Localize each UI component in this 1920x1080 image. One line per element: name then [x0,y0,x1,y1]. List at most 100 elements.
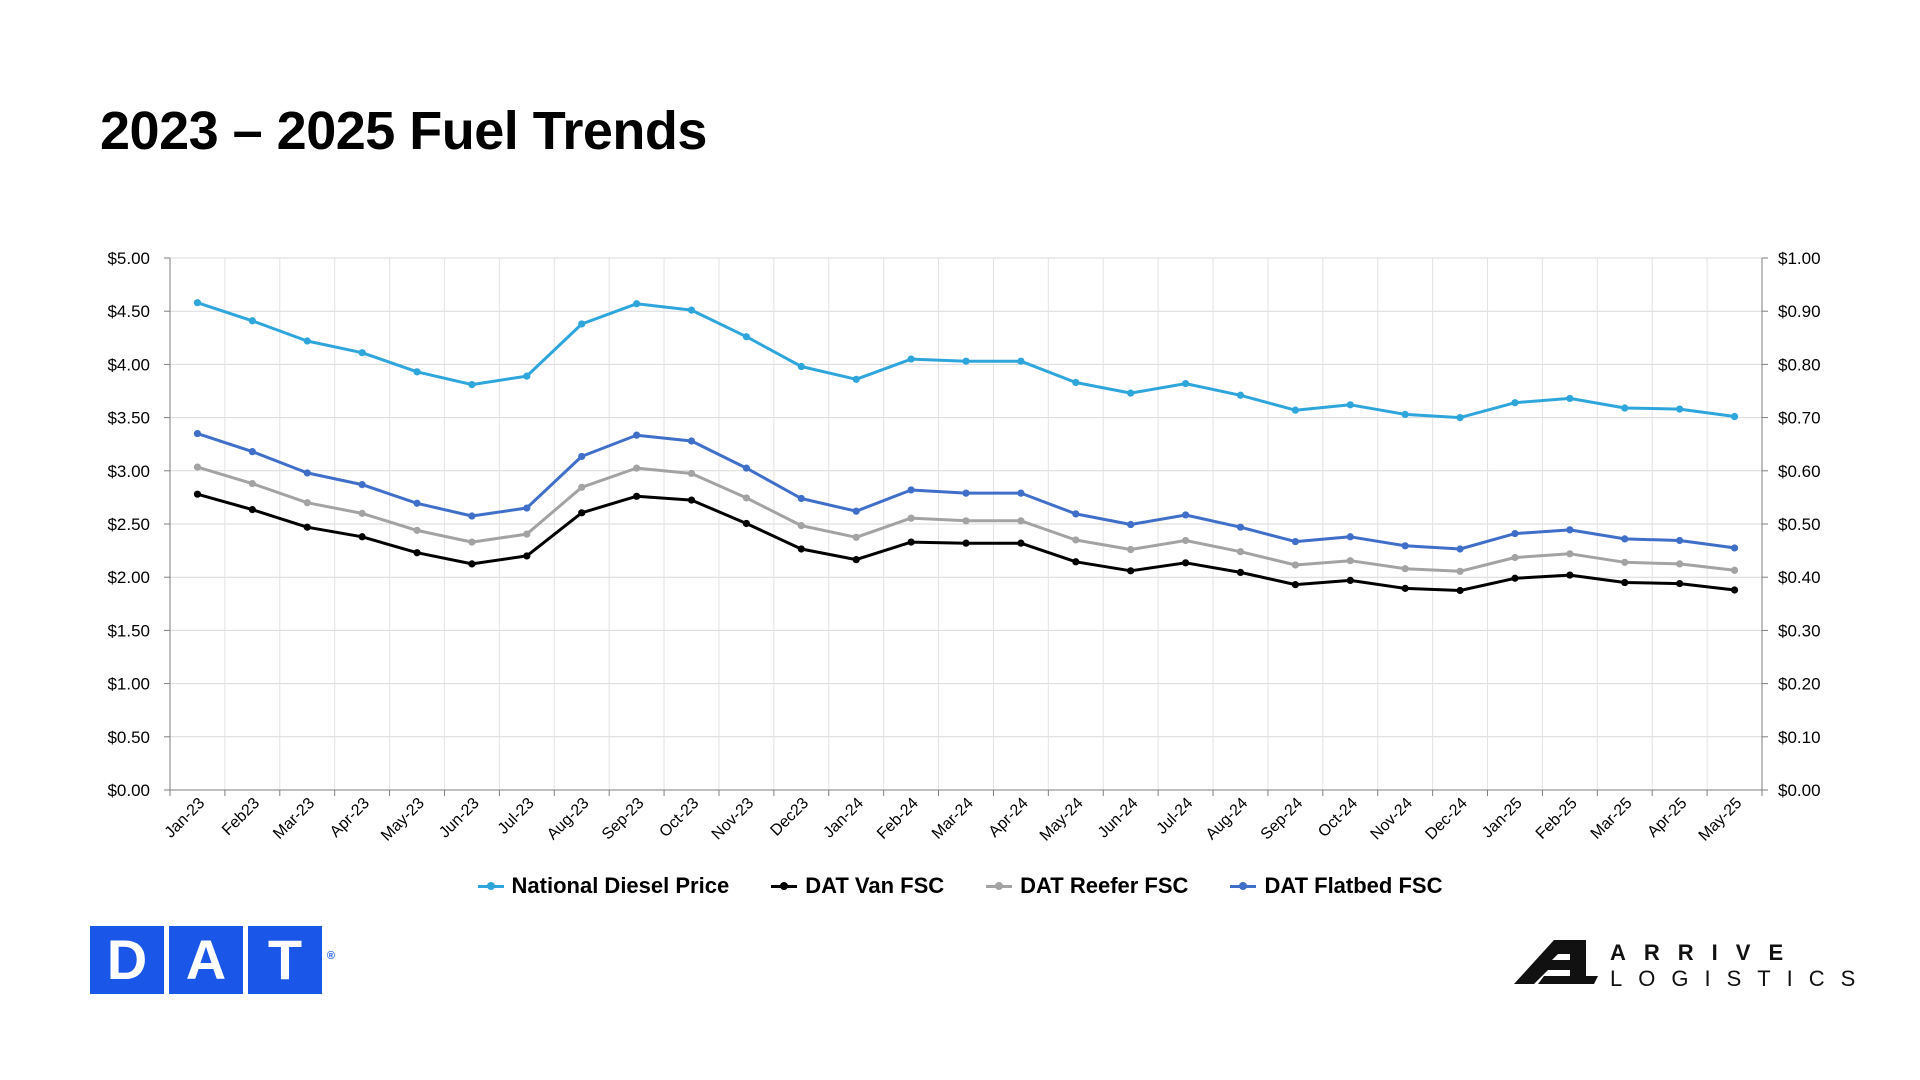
data-point-dat-reefer-fsc [1511,553,1519,562]
right-axis-tick-label: $0.90 [1778,302,1821,321]
data-point-dat-van-fsc [1072,558,1080,566]
data-point-dat-flatbed-fsc [1456,545,1464,553]
legend-swatch [771,881,798,890]
chart-title: 2023 – 2025 Fuel Trends [100,101,707,161]
data-point-dat-reefer-fsc [1181,536,1190,545]
data-point-dat-van-fsc [248,506,256,514]
data-point-dat-reefer-fsc [852,533,860,541]
data-point-dat-reefer-fsc [1401,565,1409,573]
data-point-dat-van-fsc [1291,581,1299,589]
data-point-dat-van-fsc [1127,567,1135,575]
x-axis-tick-label: Aug-23 [544,795,593,844]
x-axis-tick-label: Oct-24 [1315,795,1361,841]
x-axis-tick-label: Feb-25 [1533,795,1581,843]
data-point-dat-reefer-fsc [1072,536,1080,544]
data-point-national-diesel-price [358,349,366,357]
data-point-dat-flatbed-fsc [523,504,531,512]
legend-item: National Diesel Price [477,873,730,899]
data-point-dat-reefer-fsc [742,494,751,502]
left-axis-tick-label: $3.00 [107,462,150,481]
data-point-dat-van-fsc [687,496,696,504]
data-point-dat-flatbed-fsc [633,431,641,439]
data-point-national-diesel-price [633,300,641,308]
data-point-dat-flatbed-fsc [962,489,970,497]
x-axis-tick-label: Jul-23 [495,795,538,838]
data-point-dat-van-fsc [1181,559,1190,567]
data-point-national-diesel-price [1566,394,1574,403]
data-point-dat-reefer-fsc [1127,545,1135,554]
x-axis-tick-label: Nov-24 [1368,795,1417,844]
data-point-dat-van-fsc [358,533,366,541]
data-point-national-diesel-price [962,357,970,365]
x-axis-tick-label: Jun-24 [1095,795,1142,842]
data-point-dat-reefer-fsc [303,499,311,507]
dat-logo-letter: D [90,926,164,994]
x-axis-tick-label: Mar-24 [929,795,977,843]
data-point-dat-flatbed-fsc [1017,489,1025,497]
data-point-dat-flatbed-fsc [797,494,805,503]
data-point-dat-reefer-fsc [578,483,586,491]
data-point-dat-reefer-fsc [468,538,476,546]
x-axis-tick-label: Oct-23 [656,795,702,841]
data-point-dat-van-fsc [1621,578,1629,587]
left-axis-tick-label: $1.00 [107,675,150,694]
data-point-dat-van-fsc [907,538,915,546]
data-point-dat-reefer-fsc [1621,558,1629,566]
data-point-national-diesel-price [468,381,476,389]
data-point-dat-van-fsc [1346,576,1354,584]
data-point-national-diesel-price [523,372,531,380]
x-axis-tick-label: Mar-23 [270,795,318,843]
data-point-national-diesel-price [1730,412,1739,421]
right-axis-tick-label: $0.40 [1778,568,1821,587]
data-point-dat-reefer-fsc [1566,550,1574,558]
data-point-dat-van-fsc [1456,586,1464,595]
data-point-dat-van-fsc [633,492,641,500]
data-point-dat-flatbed-fsc [1236,523,1245,531]
data-point-dat-van-fsc [1236,568,1245,577]
left-axis-tick-label: $4.50 [107,302,150,321]
x-axis-tick-label: May-25 [1696,795,1746,845]
data-point-dat-van-fsc [1017,539,1025,547]
x-axis-tick-label: Apr-24 [986,795,1032,841]
legend-label: National Diesel Price [511,873,730,898]
data-point-dat-van-fsc [852,556,860,564]
right-axis-tick-label: $0.70 [1778,409,1821,428]
data-point-dat-reefer-fsc [413,526,421,534]
data-point-dat-reefer-fsc [1676,560,1684,568]
data-point-dat-flatbed-fsc [1181,511,1190,519]
left-axis-tick-label: $0.00 [107,781,150,800]
data-point-national-diesel-price [193,299,202,307]
data-point-dat-flatbed-fsc [1730,544,1739,552]
data-point-dat-flatbed-fsc [742,464,751,472]
x-axis-tick-label: Jul-24 [1154,795,1197,838]
legend-item: DAT Flatbed FSC [1230,873,1442,899]
data-point-dat-flatbed-fsc [1291,537,1299,546]
data-point-dat-reefer-fsc [1456,567,1464,575]
data-point-dat-reefer-fsc [1017,517,1025,525]
left-axis-tick-label: $2.00 [107,568,150,587]
data-point-dat-van-fsc [1676,579,1684,588]
data-point-dat-van-fsc [303,523,311,531]
data-point-dat-van-fsc [193,490,202,498]
fuel-trends-chart: $0.00 $0.50 $1.00 $1.50 $2.00 $2.50 $3.00 $3.50… [107,249,1821,845]
legend-item: DAT Reefer FSC [986,873,1188,899]
data-point-dat-van-fsc [742,519,751,528]
data-point-dat-flatbed-fsc [1401,542,1409,550]
data-point-dat-flatbed-fsc [1346,533,1354,541]
right-axis-tick-label: $1.00 [1778,249,1821,268]
data-point-national-diesel-price [742,333,751,341]
x-axis-tick-label: Jan-25 [1479,795,1526,842]
data-point-national-diesel-price [303,337,311,345]
data-point-national-diesel-price [1676,405,1684,413]
data-point-dat-reefer-fsc [358,509,366,517]
data-point-dat-reefer-fsc [1291,561,1299,569]
legend-swatch [1230,881,1257,890]
data-point-national-diesel-price [797,362,805,371]
x-axis-tick-label: Apr-23 [327,795,373,841]
chart-legend: National Diesel Price DAT Van FSC DAT Reef… [0,873,1920,899]
data-point-dat-flatbed-fsc [1566,526,1574,534]
data-point-dat-reefer-fsc [907,514,915,522]
data-point-dat-flatbed-fsc [193,429,202,438]
data-point-dat-van-fsc [1566,571,1574,579]
right-axis-tick-label: $0.20 [1778,675,1821,694]
